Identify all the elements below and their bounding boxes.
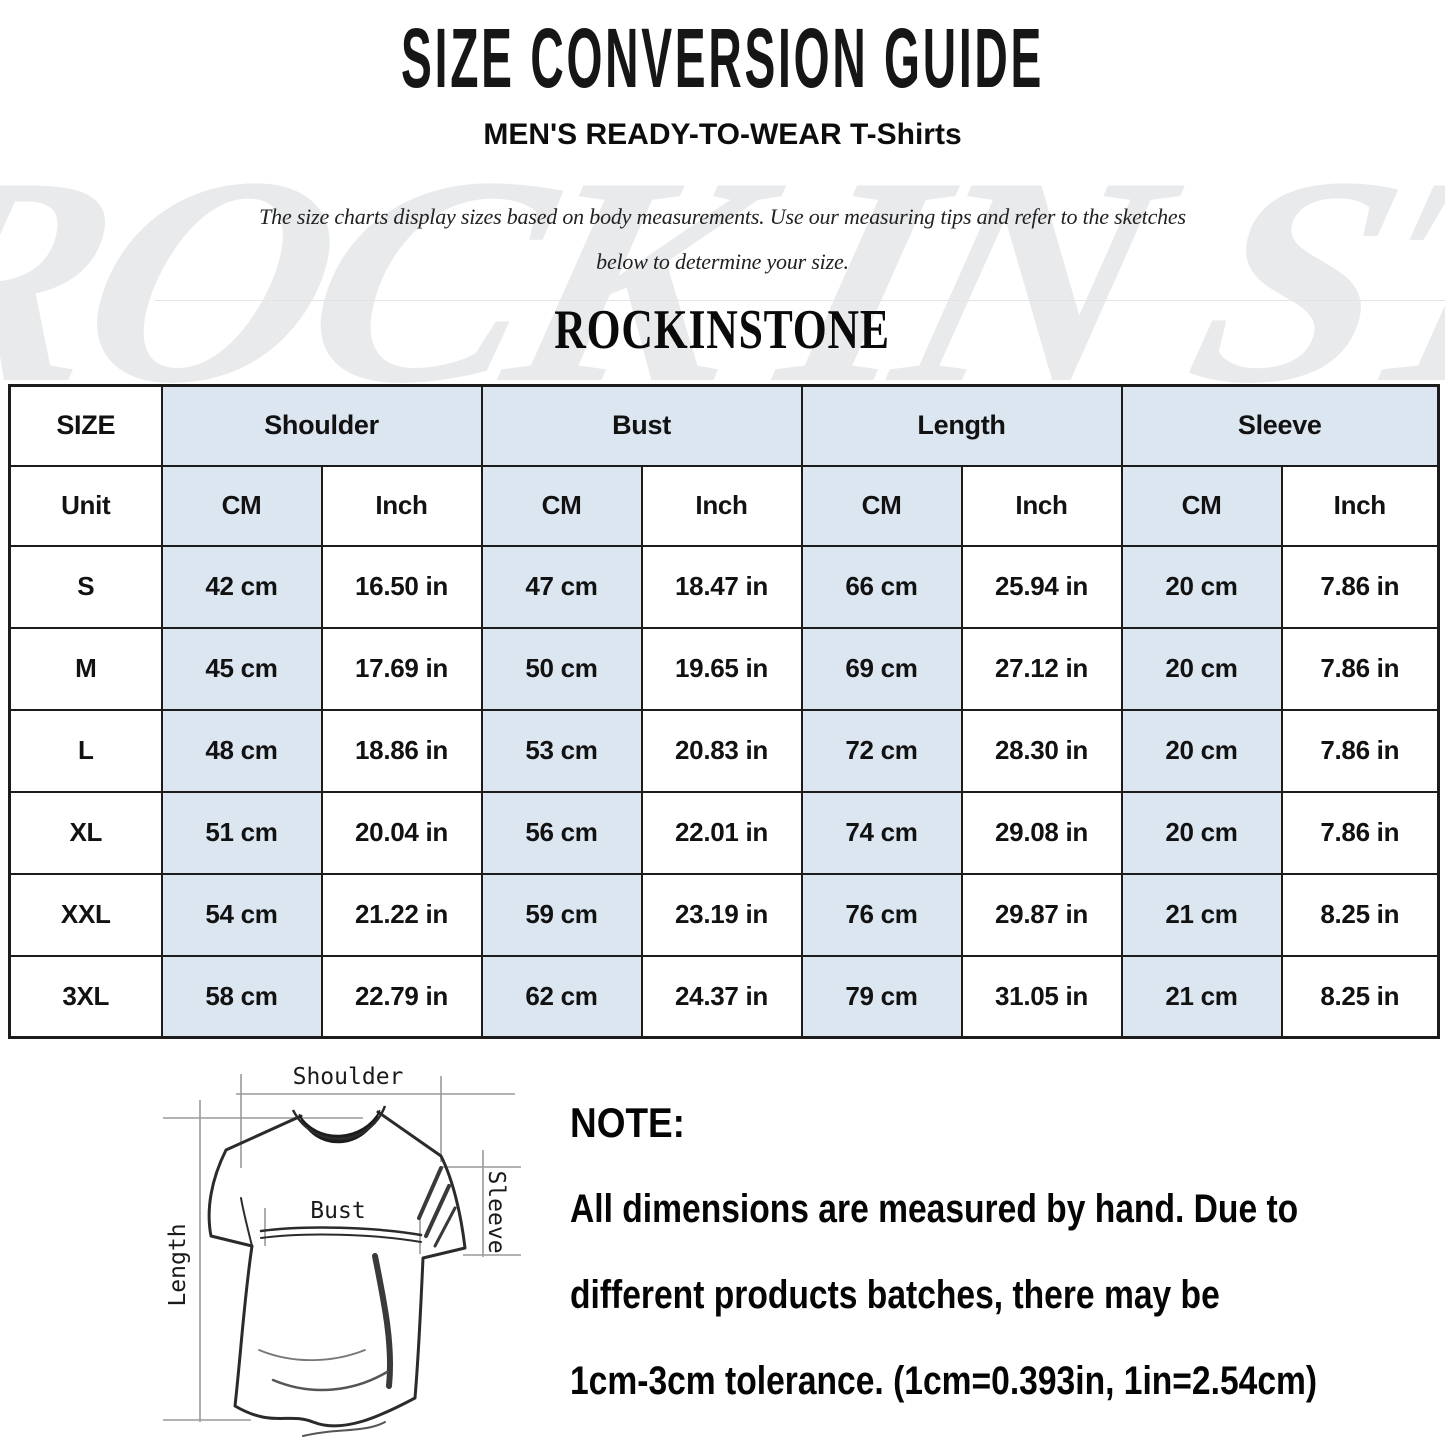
unit-cell-bust-cm: CM: [480, 464, 643, 547]
unit-cell-sleeve-cm: CM: [1120, 464, 1283, 547]
measurement-cell: 48 cm: [160, 708, 323, 793]
size-label: M: [8, 626, 163, 711]
group-header-bust: Bust: [480, 384, 803, 467]
measurement-cell: 72 cm: [800, 708, 963, 793]
measurement-cell: 51 cm: [160, 790, 323, 875]
measurement-cell: 31.05 in: [960, 954, 1123, 1039]
size-label: 3XL: [8, 954, 163, 1039]
measurement-cell: 24.37 in: [640, 954, 803, 1039]
size-label: XL: [8, 790, 163, 875]
measurement-cell: 62 cm: [480, 954, 643, 1039]
unit-cell-length-inch: Inch: [960, 464, 1123, 547]
size-label: S: [8, 544, 163, 629]
dimension-lines: [163, 1074, 521, 1422]
measurement-cell: 79 cm: [800, 954, 963, 1039]
group-header-sleeve: Sleeve: [1120, 384, 1440, 467]
note-line-3: 1cm-3cm tolerance. (1cm=0.393in, 1in=2.5…: [570, 1359, 1318, 1403]
diagram-label-bust: Bust: [310, 1198, 365, 1224]
measurement-cell: 22.79 in: [320, 954, 483, 1039]
measurement-cell: 23.19 in: [640, 872, 803, 957]
size-label: XXL: [8, 872, 163, 957]
diagram-label-sleeve: Sleeve: [483, 1170, 509, 1253]
measurement-cell: 7.86 in: [1280, 790, 1440, 875]
measurement-cell: 21 cm: [1120, 872, 1283, 957]
measurement-cell: 25.94 in: [960, 544, 1123, 629]
measurement-cell: 74 cm: [800, 790, 963, 875]
unit-cell-length-cm: CM: [800, 464, 963, 547]
measurement-cell: 42 cm: [160, 544, 323, 629]
measurement-cell: 22.01 in: [640, 790, 803, 875]
table-row-3xl: 3XL 58 cm 22.79 in 62 cm 24.37 in 79 cm …: [8, 954, 1440, 1039]
collar-outer-line: [291, 1105, 387, 1140]
note-line-2: different products batches, there may be: [570, 1273, 1220, 1317]
measurement-cell: 16.50 in: [320, 544, 483, 629]
table-row-s: S 42 cm 16.50 in 47 cm 18.47 in 66 cm 25…: [8, 544, 1440, 629]
table-row-m: M 45 cm 17.69 in 50 cm 19.65 in 69 cm 27…: [8, 626, 1440, 711]
note-heading: NOTE:: [570, 1099, 685, 1146]
measurement-cell: 66 cm: [800, 544, 963, 629]
table-unit-row: Unit CM Inch CM Inch CM Inch CM Inch: [8, 464, 1440, 547]
unit-cell-shoulder-cm: CM: [160, 464, 323, 547]
measurement-cell: 29.87 in: [960, 872, 1123, 957]
table-header-row: SIZE Shoulder Bust Length Sleeve: [8, 384, 1440, 467]
group-header-length: Length: [800, 384, 1123, 467]
measurement-cell: 7.86 in: [1280, 544, 1440, 629]
measurement-cell: 20 cm: [1120, 544, 1283, 629]
unit-cell-sleeve-inch: Inch: [1280, 464, 1440, 547]
measurement-cell: 28.30 in: [960, 708, 1123, 793]
page-title: SIZE CONVERSION GUIDE: [400, 11, 1045, 105]
size-column-header: SIZE: [8, 384, 163, 467]
size-label: L: [8, 708, 163, 793]
subtitle: MEN'S READY-TO-WEAR T-Shirts: [483, 118, 962, 151]
measurement-cell: 58 cm: [160, 954, 323, 1039]
measurement-cell: 20.04 in: [320, 790, 483, 875]
description-line-1: The size charts display sizes based on b…: [259, 204, 1186, 229]
diagram-label-shoulder: Shoulder: [293, 1064, 404, 1090]
measurement-cell: 20 cm: [1120, 708, 1283, 793]
unit-label: Unit: [8, 464, 163, 547]
tshirt-measurement-diagram: Shoulder Bust Length Sleeve: [118, 1050, 548, 1445]
size-conversion-table: SIZE Shoulder Bust Length Sleeve Unit CM…: [8, 384, 1441, 1039]
measurement-cell: 7.86 in: [1280, 626, 1440, 711]
description-text: The size charts display sizes based on b…: [0, 194, 1445, 284]
measurement-cell: 53 cm: [480, 708, 643, 793]
wrinkle-lines: [258, 1166, 457, 1437]
measurement-cell: 45 cm: [160, 626, 323, 711]
group-header-shoulder: Shoulder: [160, 384, 483, 467]
measurement-cell: 21.22 in: [320, 872, 483, 957]
table-row-l: L 48 cm 18.86 in 53 cm 20.83 in 72 cm 28…: [8, 708, 1440, 793]
measurement-cell: 18.47 in: [640, 544, 803, 629]
measurement-cell: 76 cm: [800, 872, 963, 957]
measurement-cell: 20 cm: [1120, 626, 1283, 711]
note-section: NOTE: All dimensions are measured by han…: [570, 1080, 1440, 1424]
divider-line: [155, 300, 1445, 301]
measurement-cell: 21 cm: [1120, 954, 1283, 1039]
unit-cell-shoulder-inch: Inch: [320, 464, 483, 547]
measurement-cell: 59 cm: [480, 872, 643, 957]
table-row-xxl: XXL 54 cm 21.22 in 59 cm 23.19 in 76 cm …: [8, 872, 1440, 957]
brand-name: ROCKINSTONE: [554, 299, 891, 361]
measurement-cell: 20 cm: [1120, 790, 1283, 875]
diagram-label-length: Length: [165, 1223, 191, 1306]
measurement-cell: 27.12 in: [960, 626, 1123, 711]
measurement-cell: 20.83 in: [640, 708, 803, 793]
measurement-cell: 18.86 in: [320, 708, 483, 793]
measurement-cell: 8.25 in: [1280, 954, 1440, 1039]
measurement-cell: 8.25 in: [1280, 872, 1440, 957]
description-line-2: below to determine your size.: [596, 249, 849, 274]
measurement-cell: 7.86 in: [1280, 708, 1440, 793]
measurement-cell: 54 cm: [160, 872, 323, 957]
measurement-cell: 69 cm: [800, 626, 963, 711]
measurement-cell: 50 cm: [480, 626, 643, 711]
table-row-xl: XL 51 cm 20.04 in 56 cm 22.01 in 74 cm 2…: [8, 790, 1440, 875]
unit-cell-bust-inch: Inch: [640, 464, 803, 547]
measurement-cell: 56 cm: [480, 790, 643, 875]
measurement-cell: 29.08 in: [960, 790, 1123, 875]
measurement-cell: 19.65 in: [640, 626, 803, 711]
measurement-cell: 47 cm: [480, 544, 643, 629]
note-line-1: All dimensions are measured by hand. Due…: [570, 1187, 1299, 1231]
tshirt-outline: [207, 1110, 467, 1428]
measurement-cell: 17.69 in: [320, 626, 483, 711]
